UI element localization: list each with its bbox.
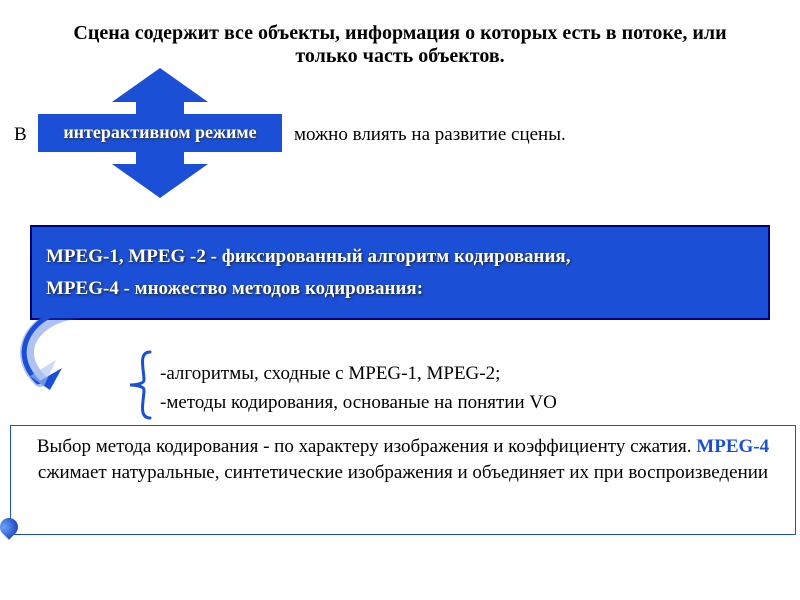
list-item: -методы кодирования, основаные на поняти… (160, 389, 557, 418)
brace-icon (126, 350, 156, 420)
swoosh-arrow (16, 306, 136, 396)
arrow-label: интерактивном режиме (38, 122, 282, 143)
bottom-pre: Выбор метода кодирования - по характеру … (37, 436, 696, 457)
bottom-accent: MPEG-4 (696, 436, 769, 457)
method-list: -алгоритмы, сходные с MPEG-1, MPEG-2; -м… (160, 360, 557, 417)
bottom-box: Выбор метода кодирования - по характеру … (10, 425, 796, 535)
mpeg-line2: MPEG-4 - множество методов кодирования: (46, 273, 754, 305)
mpeg-box: MPEG-1, MPEG -2 - фиксированный алгоритм… (30, 225, 770, 320)
row-left-text: В (14, 124, 27, 146)
slide-title: Сцена содержит все объекты, информация о… (0, 0, 800, 76)
interactive-row: В интерактивном режиме можно влиять на р… (0, 76, 800, 206)
bottom-post: сжимает натуральные, синтетические изобр… (38, 462, 768, 483)
mpeg-line1: MPEG-1, MPEG -2 - фиксированный алгоритм… (46, 241, 754, 273)
list-item: -алгоритмы, сходные с MPEG-1, MPEG-2; (160, 360, 557, 389)
row-right-text: можно влиять на развитие сцены. (294, 124, 566, 146)
